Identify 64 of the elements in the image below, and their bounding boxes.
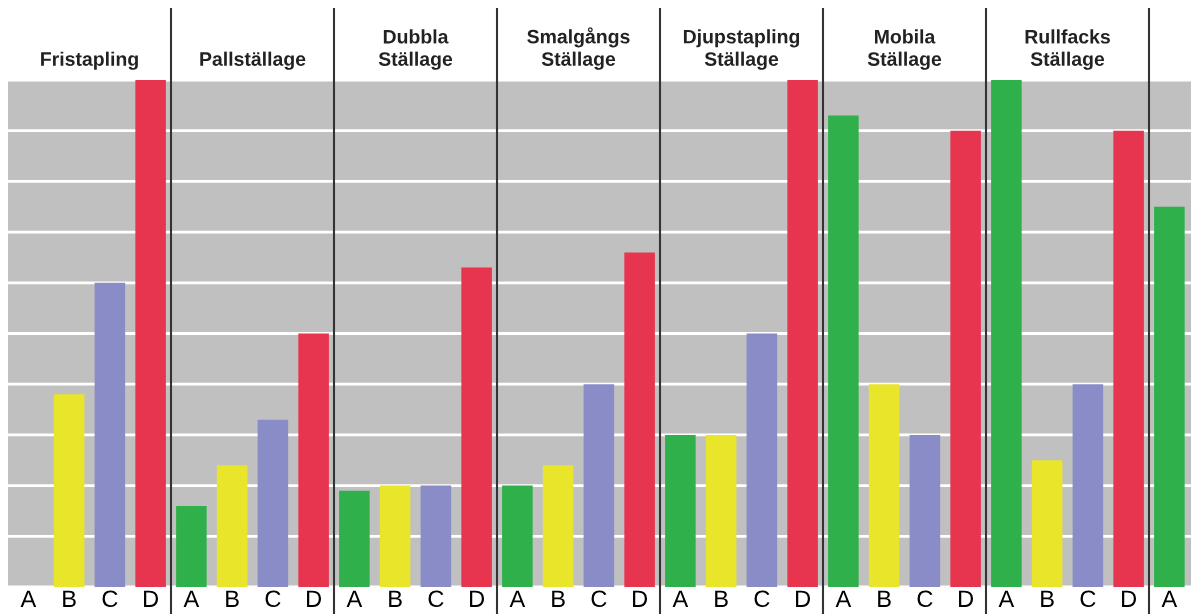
- bar: [991, 80, 1022, 587]
- bar: [94, 282, 126, 587]
- x-tick-label: C: [428, 590, 444, 608]
- x-tick-label: B: [63, 590, 76, 607]
- bar: [339, 490, 370, 587]
- bar: [420, 485, 452, 587]
- x-tick-label: A: [998, 590, 1015, 607]
- x-tick-label: B: [878, 590, 891, 607]
- text: Djupstapling Ställage: [683, 29, 800, 70]
- bar: [950, 130, 981, 587]
- x-tick-label: B: [552, 590, 565, 607]
- bar: [257, 419, 289, 587]
- x-tick-label: D: [796, 590, 811, 607]
- bar: [1154, 206, 1185, 587]
- bar: [787, 80, 818, 587]
- x-tick-label: D: [307, 590, 322, 607]
- bar: [379, 485, 411, 587]
- x-tick-label: C: [591, 590, 607, 608]
- bar: [1072, 384, 1104, 587]
- bar: [216, 465, 248, 587]
- text: Fristapling: [41, 51, 138, 70]
- x-tick-label: B: [226, 590, 239, 607]
- bar: [502, 485, 533, 587]
- x-tick-label: A: [346, 590, 363, 607]
- x-tick-label: A: [1161, 590, 1178, 607]
- bar: [461, 267, 492, 587]
- x-tick-label: C: [754, 590, 770, 608]
- x-tick-label: C: [102, 590, 118, 608]
- x-tick-label: D: [144, 590, 159, 607]
- bar: [298, 333, 329, 587]
- x-tick-label: D: [470, 590, 485, 607]
- bar: [746, 333, 778, 587]
- x-tick-label: B: [1041, 590, 1054, 607]
- text: Mobila Ställage: [867, 29, 942, 70]
- bar: [542, 465, 574, 587]
- x-tick-label: D: [959, 590, 974, 607]
- x-tick-label: B: [389, 590, 402, 607]
- x-tick-label: A: [672, 590, 689, 607]
- bar: [909, 434, 941, 587]
- x-tick-label: D: [1122, 590, 1137, 607]
- x-tick-label: C: [1080, 590, 1096, 608]
- bar: [176, 505, 207, 587]
- x-tick-label: A: [835, 590, 852, 607]
- bar: [583, 384, 615, 587]
- bar: [868, 384, 900, 587]
- bar: [828, 115, 859, 587]
- bar: [1113, 130, 1144, 587]
- x-tick-label: C: [265, 590, 281, 608]
- bar: [665, 434, 696, 587]
- x-tick-label: A: [183, 590, 200, 607]
- x-tick-label: A: [20, 590, 37, 607]
- x-tick-label: A: [509, 590, 526, 607]
- text: Pallställage: [200, 51, 306, 70]
- bar: [624, 252, 655, 587]
- x-tick-label: B: [715, 590, 728, 607]
- bar: [135, 80, 166, 587]
- bar: [53, 394, 85, 587]
- bar: [1031, 460, 1063, 587]
- text: Rullfacks Ställage: [1025, 29, 1110, 70]
- x-tick-label: D: [633, 590, 648, 607]
- text: Dubbla Ställage: [378, 29, 453, 70]
- text: Smalgångs Ställage: [527, 27, 630, 70]
- x-tick-label: C: [917, 590, 933, 608]
- bar: [705, 434, 737, 587]
